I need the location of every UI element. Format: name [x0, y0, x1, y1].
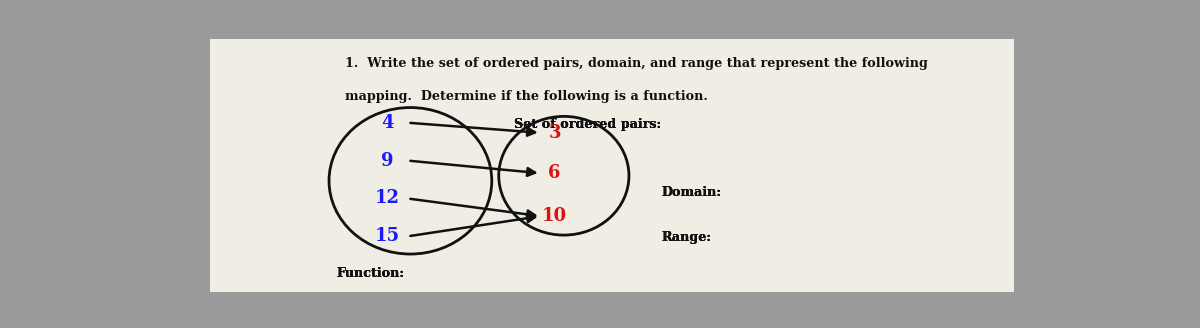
Text: 10: 10 — [542, 207, 568, 225]
Text: Set of ordered pairs:: Set of ordered pairs: — [514, 118, 661, 131]
Text: Domain:: Domain: — [661, 186, 721, 199]
Bar — [0, 0, 210, 328]
Text: 1.  Write the set of ordered pairs, domain, and range that represent the followi: 1. Write the set of ordered pairs, domai… — [346, 57, 928, 70]
Text: Range:: Range: — [661, 231, 712, 244]
Text: 9: 9 — [380, 152, 394, 170]
Text: Function:: Function: — [336, 267, 404, 280]
Text: Range:: Range: — [661, 231, 712, 244]
Text: 12: 12 — [374, 190, 400, 208]
Text: Function:: Function: — [336, 267, 404, 280]
Bar — [210, 0, 1014, 13]
Bar — [210, 315, 1014, 328]
Text: Set of ordered pairs:: Set of ordered pairs: — [514, 118, 661, 131]
Text: 3: 3 — [548, 124, 560, 142]
Text: mapping.  Determine if the following is a function.: mapping. Determine if the following is a… — [346, 90, 708, 103]
Bar — [1014, 0, 1200, 328]
Text: 15: 15 — [374, 227, 400, 245]
Text: Domain:: Domain: — [661, 186, 721, 199]
Text: Function:: Function: — [336, 267, 404, 280]
Text: Domain:: Domain: — [661, 186, 721, 199]
Text: Range:: Range: — [661, 231, 712, 244]
FancyBboxPatch shape — [150, 39, 1080, 292]
Text: 4: 4 — [380, 114, 394, 132]
Text: 6: 6 — [548, 164, 560, 182]
Text: Set of ordered pairs:: Set of ordered pairs: — [514, 118, 661, 131]
